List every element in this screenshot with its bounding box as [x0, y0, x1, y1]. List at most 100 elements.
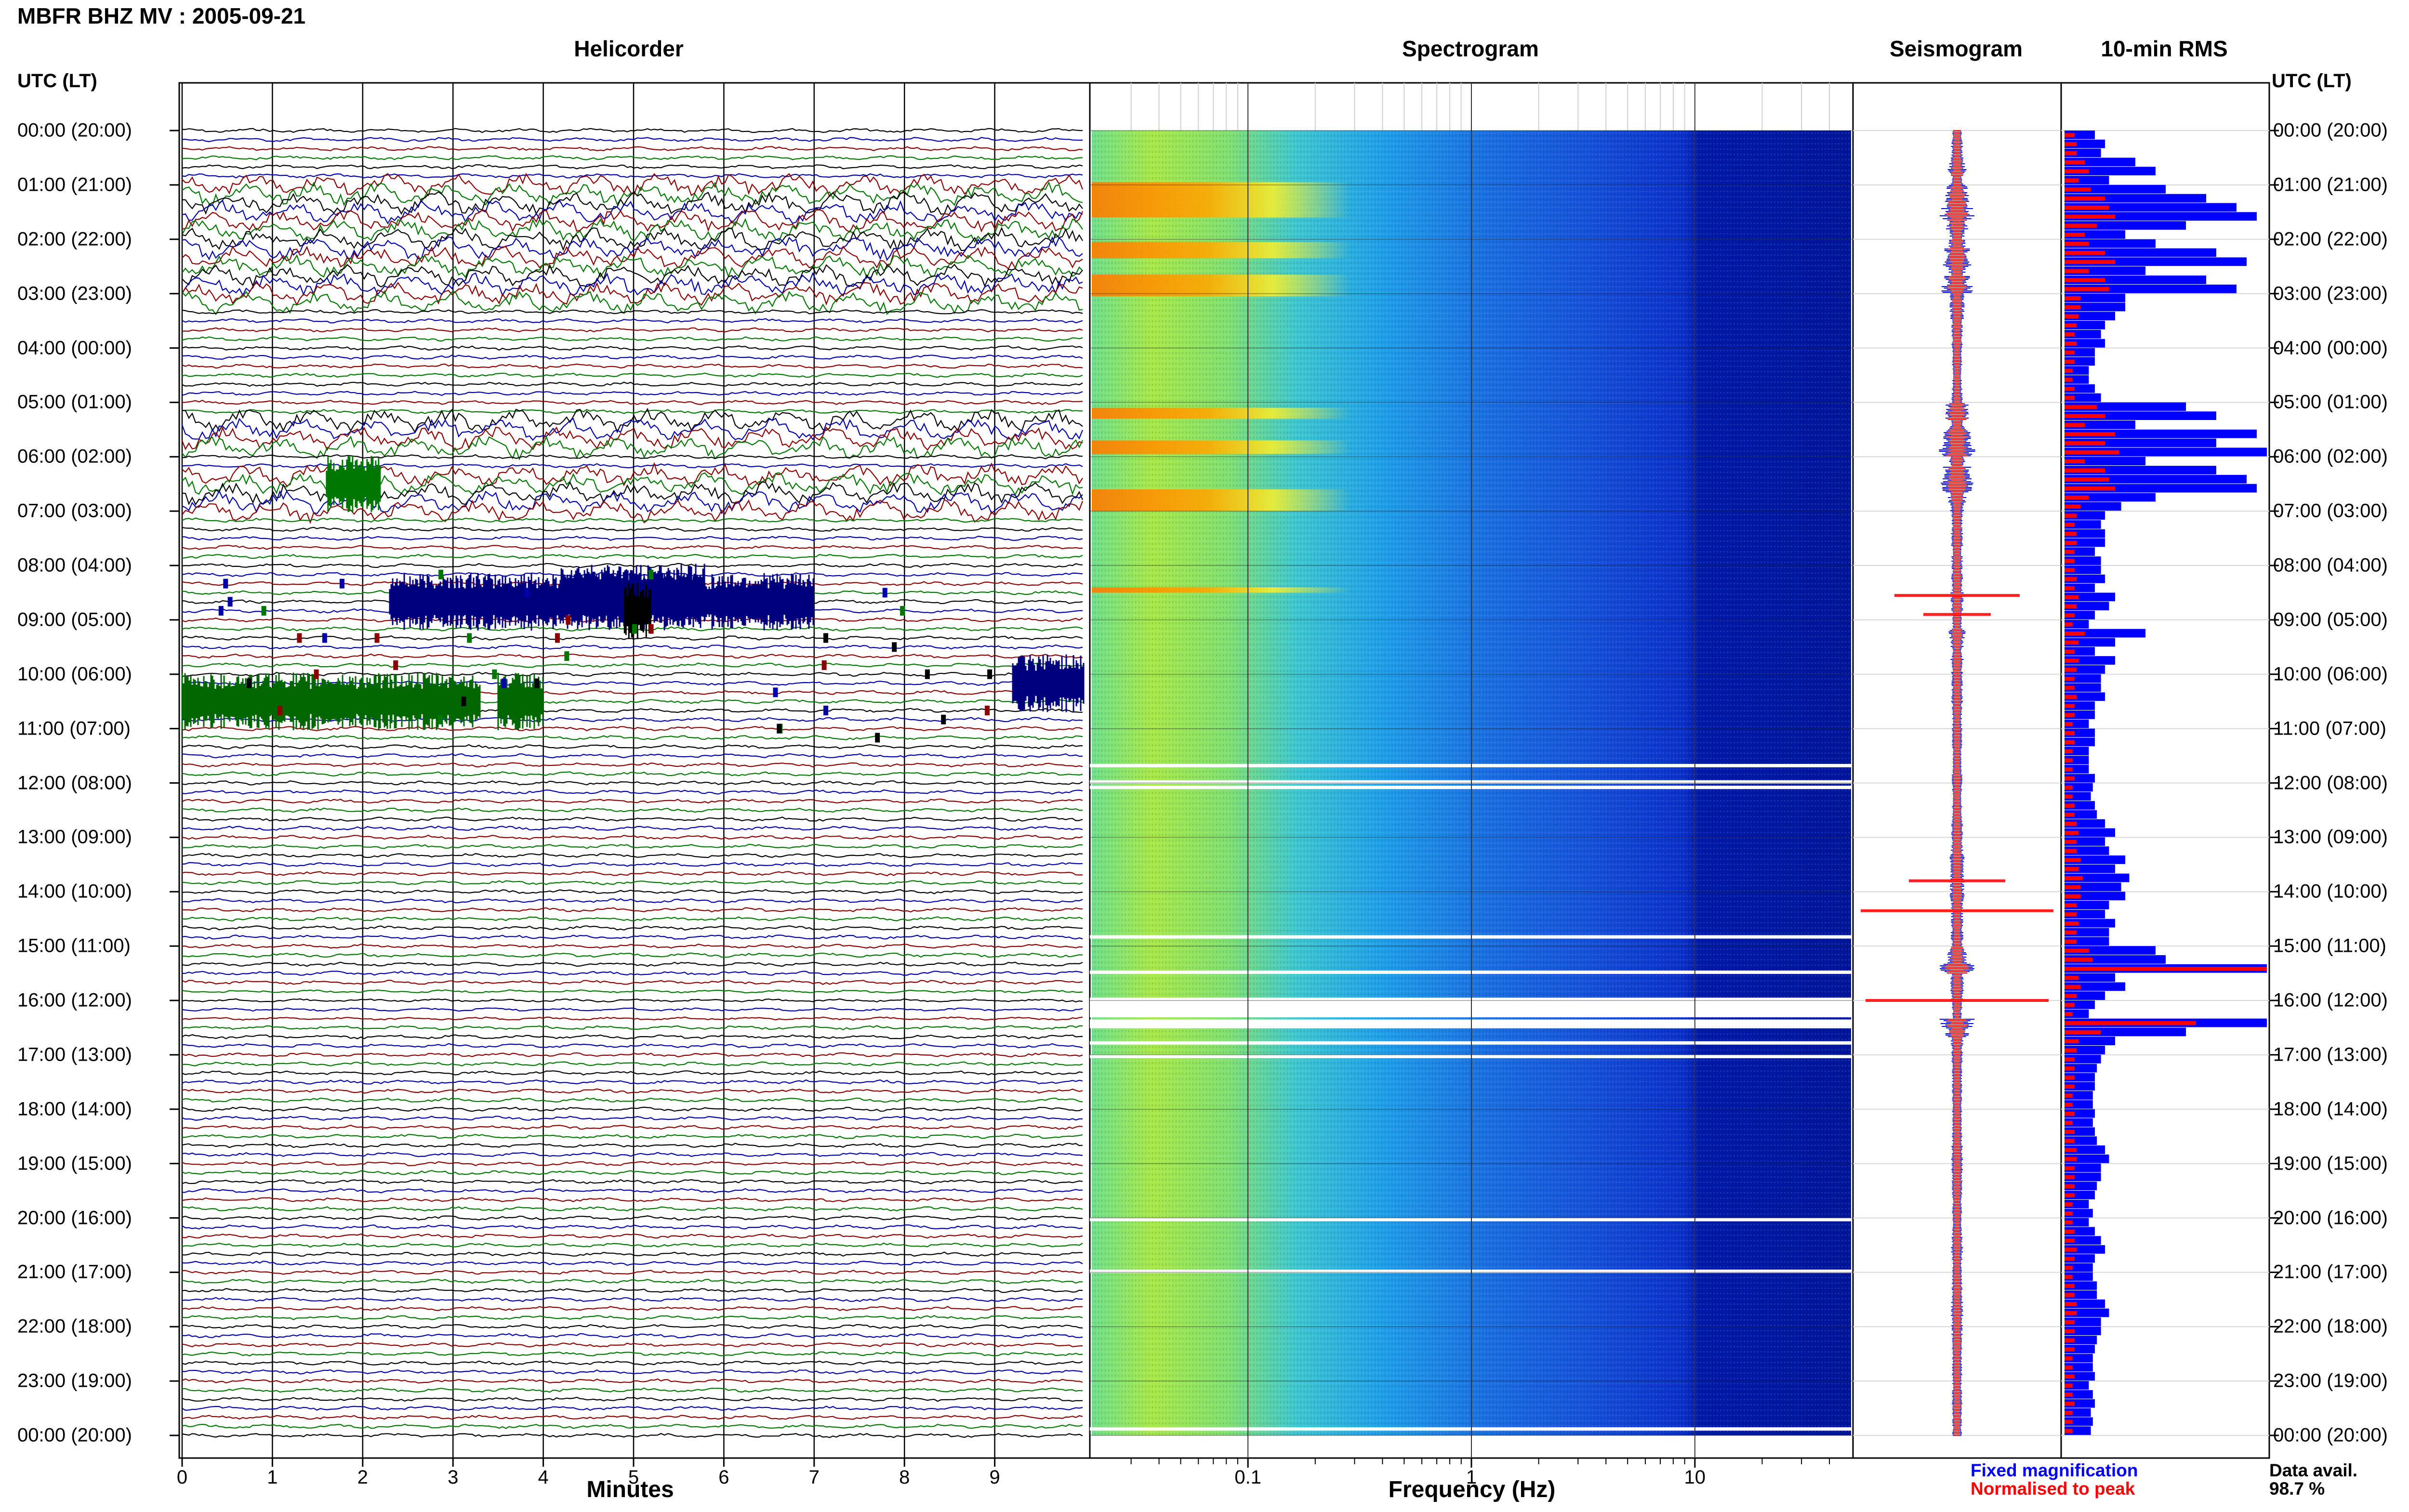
rms-normalised-bar: [2065, 577, 2077, 581]
helicorder-trace: [182, 744, 1083, 749]
helicorder-trace: [182, 1106, 1083, 1112]
helicorder-trace: [182, 1333, 1083, 1339]
rms-normalised-bar: [2065, 731, 2075, 736]
helicorder-trace: [182, 1278, 1083, 1284]
helicorder-spike: [777, 723, 782, 734]
legend-normalised-to-peak: Normalised to peak: [1971, 1479, 2135, 1499]
helicorder-trace: [182, 517, 1083, 523]
rms-normalised-bar: [2065, 939, 2077, 944]
helicorder-trace: [182, 1152, 1083, 1157]
helicorder-trace: [182, 1233, 1083, 1239]
rms-normalised-bar: [2065, 287, 2109, 291]
helicorder-spike: [437, 714, 443, 724]
helicorder-spike: [261, 606, 266, 616]
helicorder-trace: [182, 1016, 1083, 1021]
rms-normalised-bar: [2065, 1148, 2077, 1152]
rms-normalised-bar: [2065, 1048, 2077, 1052]
rms-normalised-bar: [2065, 260, 2115, 264]
rms-normalised-bar: [2065, 423, 2085, 427]
rms-normalised-bar: [2065, 975, 2079, 980]
time-label-left: 00:00 (20:00): [17, 1424, 132, 1446]
helicorder-spike: [374, 633, 380, 643]
helicorder-trace: [182, 1224, 1083, 1230]
helicorder-x-tick-label: 5: [628, 1467, 639, 1488]
helicorder-events: [181, 455, 1085, 743]
helicorder-trace: [182, 146, 1083, 152]
helicorder-trace: [182, 1306, 1083, 1311]
rms-normalised-bar: [2065, 559, 2075, 563]
helicorder-trace: [182, 173, 1083, 179]
rms-fixed-bar: [2065, 474, 2247, 484]
helicorder-trace: [182, 1360, 1083, 1366]
rms-panel: [2060, 82, 2270, 1459]
rms-normalised-bar: [2065, 1112, 2075, 1116]
rms-normalised-bar: [2065, 1311, 2077, 1315]
rms-normalised-bar: [2065, 894, 2081, 898]
helicorder-spike: [900, 606, 905, 616]
rms-normalised-bar: [2065, 595, 2079, 600]
rms-normalised-bar: [2065, 1066, 2075, 1071]
helicorder-trace: [182, 907, 1083, 913]
helicorder-trace: [182, 372, 1083, 378]
rms-normalised-bar: [2065, 523, 2075, 527]
helicorder-trace: [182, 653, 1083, 659]
rms-normalised-bar: [2065, 604, 2077, 608]
helicorder-trace: [182, 662, 1083, 668]
rms-normalised-bar: [2065, 242, 2089, 246]
helicorder-trace: [182, 318, 1083, 324]
time-label-right: 18:00 (14:00): [2273, 1098, 2388, 1120]
rms-normalised-bar: [2065, 387, 2075, 391]
time-label-right: 05:00 (01:00): [2273, 391, 2388, 413]
rms-normalised-bar: [2065, 1211, 2073, 1216]
helicorder-trace: [182, 853, 1083, 858]
rms-normalised-bar: [2065, 441, 2105, 446]
spectrogram-title: Spectrogram: [1402, 36, 1539, 61]
rms-normalised-bar: [2065, 1275, 2073, 1279]
time-label-left: 22:00 (18:00): [17, 1315, 132, 1337]
time-label-right: 03:00 (23:00): [2273, 283, 2388, 304]
time-label-right: 22:00 (18:00): [2273, 1315, 2388, 1337]
helicorder-trace: [182, 290, 1083, 316]
helicorder-spike: [649, 569, 654, 579]
helicorder-trace: [182, 345, 1083, 351]
time-label-right: 08:00 (04:00): [2273, 554, 2388, 576]
helicorder-spike: [925, 669, 930, 679]
helicorder-panel: 0 1 2 3 4 5 6 7 8 9: [177, 82, 1091, 1488]
helicorder-x-tick-label: 6: [718, 1467, 729, 1488]
rms-normalised-bar: [2065, 1175, 2075, 1180]
helicorder-event: [497, 672, 544, 730]
rms-normalised-bar: [2065, 631, 2085, 636]
rms-normalised-bar: [2065, 341, 2077, 346]
helicorder-trace: [182, 1025, 1083, 1030]
helicorder-trace: [182, 399, 1083, 405]
helicorder-trace: [182, 490, 1083, 514]
spectrogram-xlabel: Frequency (Hz): [1388, 1477, 1556, 1502]
helicorder-trace: [182, 1423, 1083, 1429]
helicorder-spike: [632, 624, 637, 634]
helicorder-trace: [182, 644, 1083, 650]
rms-normalised-bar: [2065, 930, 2077, 935]
helicorder-trace: [182, 1433, 1083, 1438]
rms-normalised-bar: [2065, 776, 2075, 781]
rms-normalised-bar: [2065, 967, 2267, 971]
rms-normalised-bar: [2065, 450, 2119, 455]
helicorder-trace: [182, 1070, 1083, 1076]
helicorder-trace: [182, 553, 1083, 559]
rms-normalised-bar: [2065, 1383, 2073, 1388]
helicorder-spike: [227, 597, 233, 607]
rms-normalised-bar: [2065, 1184, 2075, 1188]
helicorder-trace: [182, 789, 1083, 795]
spectrogram-hot-band: [1092, 275, 1350, 297]
helicorder-x-tick-label: 3: [448, 1467, 458, 1488]
helicorder-trace: [182, 961, 1083, 967]
helicorder-trace: [182, 381, 1083, 387]
rms-normalised-bar: [2065, 713, 2075, 717]
helicorder-trace: [182, 1369, 1083, 1375]
rms-normalised-bar: [2065, 1084, 2075, 1089]
rms-normalised-bar: [2065, 1120, 2073, 1125]
helicorder-trace: [182, 354, 1083, 360]
helicorder-trace: [182, 309, 1083, 315]
time-label-left: 16:00 (12:00): [17, 989, 132, 1011]
helicorder-xlabel: Minutes: [586, 1477, 674, 1502]
